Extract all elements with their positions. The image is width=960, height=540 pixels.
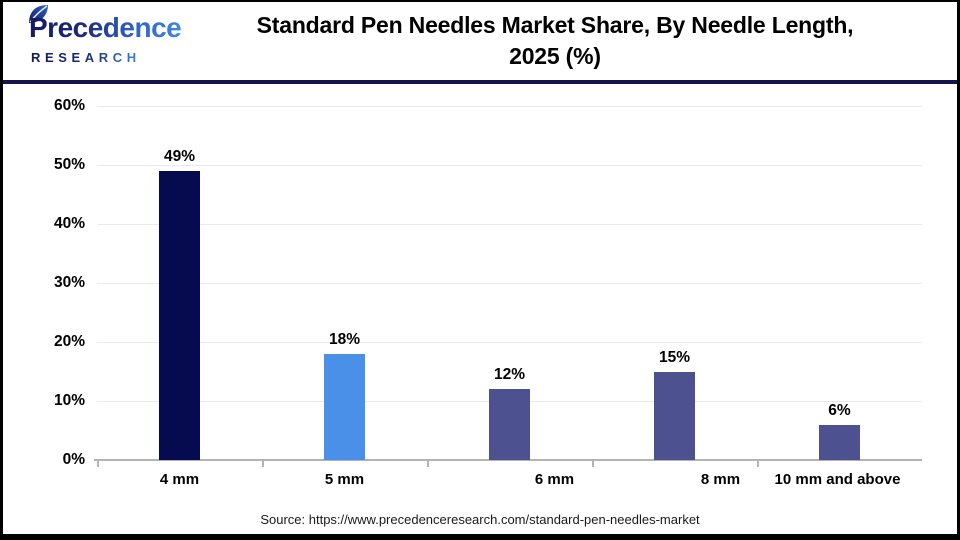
bar-4-mm xyxy=(159,170,200,460)
x-axis-tick-4 xyxy=(757,461,759,467)
y-axis-label-60: 60% xyxy=(53,97,85,114)
y-axis-label-40: 40% xyxy=(53,215,85,232)
bar-6-mm xyxy=(489,389,530,460)
x-axis-tick-1 xyxy=(262,461,264,467)
precedence-logo: Precedence RESEARCH xyxy=(3,2,183,80)
x-axis-category-5-mm: 5 mm xyxy=(324,471,365,488)
bar-value-label-5-mm: 18% xyxy=(328,330,361,348)
bar-value-label-8-mm: 15% xyxy=(658,348,691,366)
bar-10-mm-and-above xyxy=(819,424,860,460)
x-axis-category-4-mm: 4 mm xyxy=(159,471,200,488)
x-axis-tick-0 xyxy=(97,461,99,467)
header-divider xyxy=(3,80,957,84)
x-axis-category-8-mm: 8 mm xyxy=(700,471,741,488)
logo-subtitle: RESEARCH xyxy=(31,50,141,65)
x-axis-tick-2 xyxy=(427,461,429,467)
bar-value-label-4-mm: 49% xyxy=(163,147,196,165)
gridline-50 xyxy=(97,165,922,166)
source-attribution: Source: https://www.precedenceresearch.c… xyxy=(260,512,700,527)
bar-chart: 0% 10% 20% 30% 40% 50% 60% 49% 4 mm 18% 5 mm 12% 6 m… xyxy=(3,2,957,534)
chart-title-line2: 2025 (%) xyxy=(509,43,601,69)
bar-value-label-10-mm-and-above: 6% xyxy=(828,401,851,419)
x-axis-category-6-mm: 6 mm xyxy=(534,471,575,488)
bar-value-label-6-mm: 12% xyxy=(493,366,526,384)
logo-wordmark: Precedence xyxy=(29,12,182,43)
x-axis-tick-3 xyxy=(592,461,594,467)
bar-8-mm xyxy=(654,371,695,460)
x-axis-line xyxy=(94,459,922,461)
y-axis-label-20: 20% xyxy=(53,333,85,350)
y-axis-label-0: 0% xyxy=(62,451,85,468)
y-axis-label-30: 30% xyxy=(53,274,85,291)
bar-5-mm xyxy=(324,353,365,460)
x-axis-category-10-mm-and-above: 10 mm and above xyxy=(774,471,901,488)
leaf-icon xyxy=(29,5,48,23)
y-axis-label-50: 50% xyxy=(53,156,85,173)
gridline-20 xyxy=(97,342,922,343)
gridline-40 xyxy=(97,224,922,225)
y-axis-label-10: 10% xyxy=(53,392,85,409)
gridline-30 xyxy=(97,283,922,284)
chart-title-line1: Standard Pen Needles Market Share, By Ne… xyxy=(256,12,854,38)
chart-title: Standard Pen Needles Market Share, By Ne… xyxy=(183,2,957,80)
gridline-60 xyxy=(97,106,922,107)
header: Precedence RESEARCH Standard Pen Needles… xyxy=(3,2,957,80)
